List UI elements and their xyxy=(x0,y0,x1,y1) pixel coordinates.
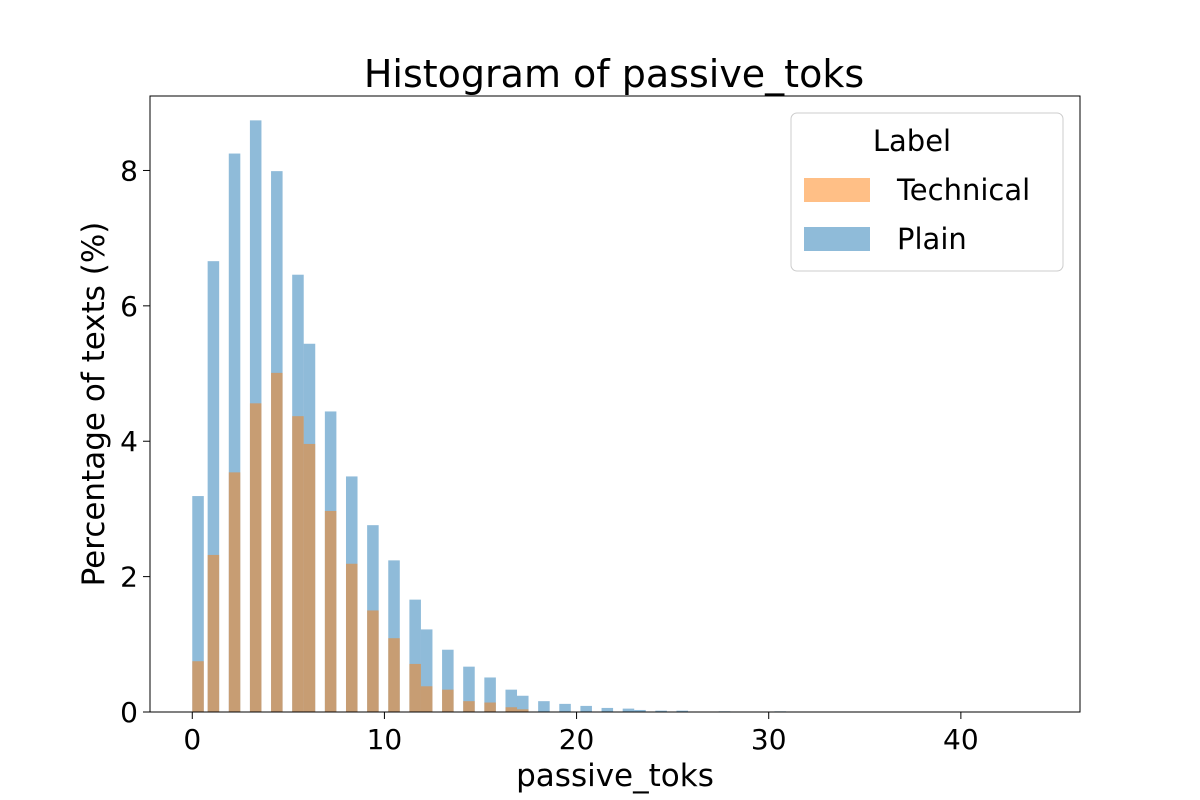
bar-plain-14 xyxy=(463,666,475,712)
bar-plain-22 xyxy=(622,708,635,712)
bar-plain-0 xyxy=(192,496,204,712)
bar-technical-13 xyxy=(442,689,454,712)
bar-technical-3 xyxy=(249,403,262,712)
bar-technical-7 xyxy=(324,510,337,712)
bar-plain-13 xyxy=(442,649,454,712)
x-tick-label: 40 xyxy=(943,723,979,756)
y-tick-label: 2 xyxy=(120,561,138,594)
legend-label-plain: Plain xyxy=(897,222,967,256)
bar-technical-14 xyxy=(463,701,475,712)
bar-plain-2 xyxy=(228,153,241,713)
x-tick-label: 30 xyxy=(751,723,787,756)
y-tick-label: 4 xyxy=(120,425,138,458)
chart-title: Histogram of passive_toks xyxy=(364,52,864,96)
legend: Label Technical Plain xyxy=(790,112,1064,272)
bar-plain-16 xyxy=(505,689,518,712)
x-axis-label: passive_toks xyxy=(516,758,714,794)
x-tick-label: 0 xyxy=(183,723,201,756)
bar-technical-8 xyxy=(345,563,358,712)
bar-plain-20 xyxy=(580,705,592,712)
legend-swatch-technical xyxy=(804,178,870,202)
bar-plain-11 xyxy=(409,599,421,712)
bar-plain-17 xyxy=(517,695,529,712)
plot-frame xyxy=(149,95,1081,713)
bars-technical xyxy=(192,372,529,712)
legend-swatch-plain xyxy=(804,227,870,251)
bar-plain-19 xyxy=(559,703,571,712)
bar-plain-1 xyxy=(207,261,220,712)
x-tick-label: 10 xyxy=(367,723,403,756)
bar-technical-16 xyxy=(505,707,518,712)
bar-technical-9 xyxy=(367,610,379,712)
bar-technical-10 xyxy=(388,638,400,712)
bar-technical-0 xyxy=(192,661,204,712)
bar-technical-15 xyxy=(484,702,496,712)
bar-plain-18 xyxy=(538,701,550,712)
y-tick-label: 6 xyxy=(120,290,138,323)
legend-label-technical: Technical xyxy=(896,173,1030,207)
bar-plain-15 xyxy=(484,677,496,712)
bar-plain-25 xyxy=(676,710,689,712)
y-axis-label: Percentage of texts (%) xyxy=(76,222,112,587)
bar-technical-1 xyxy=(207,554,220,712)
y-axis-ticks: 0 2 4 6 8 xyxy=(120,154,150,729)
bar-technical-6 xyxy=(303,443,316,712)
legend-title: Label xyxy=(873,124,951,158)
bar-plain-10 xyxy=(388,560,400,712)
bar-plain-23 xyxy=(634,709,646,712)
bar-technical-5 xyxy=(292,416,304,712)
bar-technical-12 xyxy=(420,686,433,712)
bar-technical-11 xyxy=(409,663,421,712)
bar-plain-24 xyxy=(655,710,667,712)
bar-technical-17 xyxy=(517,709,529,712)
y-tick-label: 0 xyxy=(120,696,138,729)
bar-technical-2 xyxy=(228,472,241,712)
x-tick-label: 20 xyxy=(559,723,595,756)
x-axis-ticks: 0 10 20 30 40 xyxy=(183,712,979,756)
bar-plain-21 xyxy=(601,707,614,712)
bar-plain-12 xyxy=(420,629,433,712)
y-tick-label: 8 xyxy=(120,154,138,187)
bar-technical-4 xyxy=(271,372,283,712)
